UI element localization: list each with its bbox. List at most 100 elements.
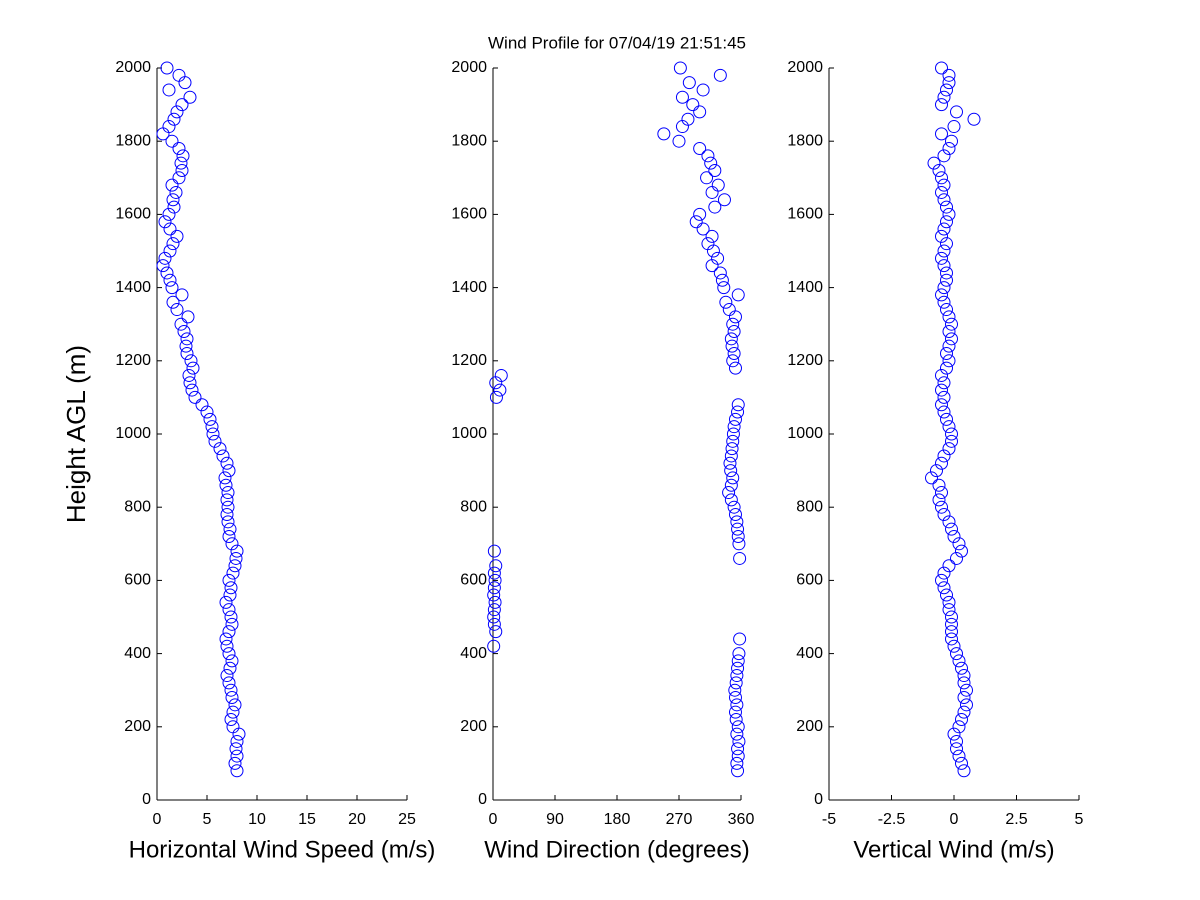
point (724, 478, 738, 492)
point (950, 551, 963, 565)
point (206, 427, 220, 441)
point (221, 486, 235, 500)
point (937, 281, 951, 295)
point (174, 317, 188, 331)
point (223, 588, 237, 602)
point (952, 749, 966, 763)
point (935, 398, 948, 412)
point (937, 295, 951, 309)
point (733, 632, 747, 646)
point (942, 310, 956, 324)
point (950, 105, 963, 119)
point (935, 288, 948, 302)
point (223, 661, 237, 675)
point (158, 251, 172, 265)
point (225, 691, 239, 705)
point (935, 171, 948, 185)
point (170, 303, 184, 317)
point (166, 193, 180, 207)
point (935, 251, 948, 265)
point (717, 193, 731, 207)
point (724, 493, 738, 507)
point (945, 332, 958, 346)
point (213, 442, 227, 456)
point (950, 647, 963, 661)
point (724, 449, 738, 463)
point (165, 178, 179, 192)
point (724, 464, 738, 478)
point (945, 134, 958, 148)
y-tick-label: 400 (796, 645, 823, 662)
point (731, 661, 745, 675)
point (932, 493, 946, 507)
point (960, 683, 973, 697)
point (728, 361, 742, 375)
figure-title: Wind Profile for 07/04/19 21:51:45 (488, 33, 746, 52)
point (165, 281, 179, 295)
point (724, 332, 738, 346)
point (195, 398, 209, 412)
point (163, 222, 177, 236)
point (937, 508, 951, 522)
point (942, 603, 956, 617)
point (957, 691, 971, 705)
point (156, 259, 170, 273)
point (722, 303, 736, 317)
point (487, 610, 501, 624)
point (940, 588, 953, 602)
x-tick-label: -2.5 (878, 811, 906, 828)
point (937, 449, 951, 463)
y-tick-label: 1600 (115, 206, 151, 223)
point (172, 171, 186, 185)
point (945, 610, 958, 624)
x-axis-label: Horizontal Wind Speed (m/s) (129, 836, 436, 863)
point (715, 273, 729, 287)
point (726, 471, 740, 485)
point (942, 76, 956, 90)
point (937, 259, 951, 273)
point (216, 449, 230, 463)
point (731, 654, 745, 668)
point (229, 551, 243, 565)
point (947, 120, 961, 134)
point (937, 222, 951, 236)
point (940, 200, 953, 214)
point (935, 500, 948, 514)
y-tick-label: 1800 (787, 132, 823, 149)
point (942, 325, 956, 339)
point (935, 486, 948, 500)
point (220, 493, 234, 507)
y-tick-label: 1800 (451, 132, 487, 149)
point (166, 295, 180, 309)
point (950, 734, 963, 748)
point (937, 566, 951, 580)
point (163, 244, 177, 258)
point (713, 266, 727, 280)
point (657, 127, 671, 141)
point (228, 559, 242, 573)
point (494, 368, 508, 382)
point (730, 698, 744, 712)
point (693, 207, 707, 221)
point (174, 156, 188, 170)
point (731, 749, 745, 763)
y-tick-label: 2000 (115, 59, 151, 76)
point (925, 471, 938, 485)
point (158, 215, 172, 229)
point (225, 617, 239, 631)
point (940, 83, 953, 97)
y-tick-label: 2000 (451, 59, 487, 76)
point (696, 222, 710, 236)
x-tick-label: 2.5 (1005, 811, 1027, 828)
point (180, 346, 194, 360)
point (937, 581, 951, 595)
point (487, 544, 501, 558)
point (727, 346, 741, 360)
point (713, 68, 727, 82)
point (937, 390, 951, 404)
point (952, 720, 966, 734)
x-axis-label: Wind Direction (degrees) (484, 836, 749, 863)
point (167, 200, 181, 214)
point (942, 515, 956, 529)
